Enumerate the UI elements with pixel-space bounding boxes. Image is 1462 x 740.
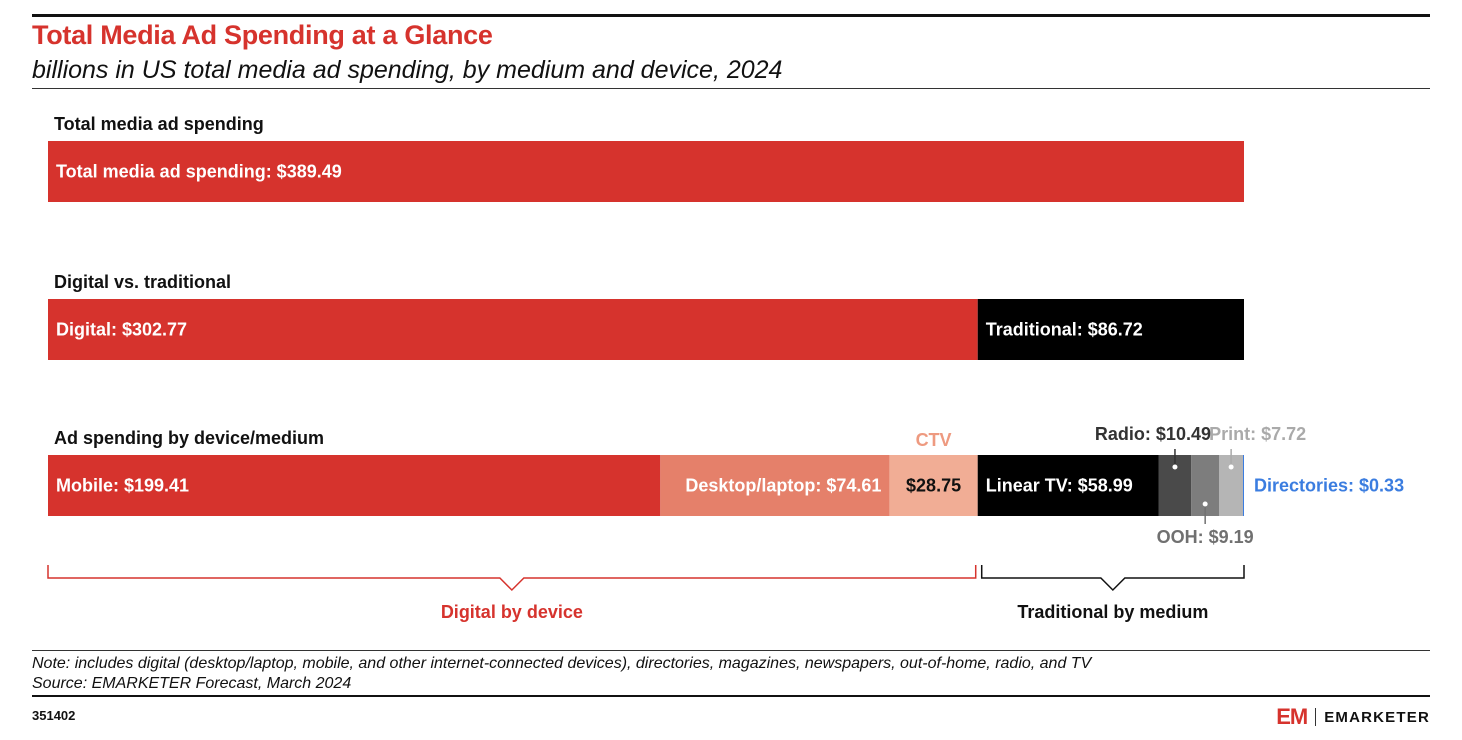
bottom-rule (32, 695, 1430, 697)
segment-label: Linear TV: $58.99 (986, 475, 1133, 495)
bar-segment-directories (1242, 455, 1244, 516)
bracket-label: Digital by device (441, 602, 583, 622)
emarketer-logo: EM EMARKETER (1276, 704, 1430, 730)
stacked-bar-chart: Total media ad spending Digital vs. tradi… (47, 114, 1404, 622)
row-label: Digital vs. traditional (54, 272, 231, 292)
subtitle-rule (32, 88, 1430, 89)
bracket-digital (47, 565, 977, 592)
callout-directories: Directories: $0.33 (1254, 475, 1404, 495)
bar-segment-traditional (977, 299, 1244, 360)
bracket-traditional (980, 565, 1245, 592)
callout-dot (1172, 464, 1178, 470)
row-label: Total media ad spending (54, 114, 264, 134)
callout-ctv: CTV (916, 430, 952, 450)
segment-label: Traditional: $86.72 (986, 319, 1143, 339)
segment-label: $28.75 (906, 475, 961, 495)
callout-dot (1202, 501, 1208, 507)
row-label: Ad spending by device/medium (54, 428, 324, 448)
callout-print: Print: $7.72 (1209, 424, 1306, 444)
segment-label: Total media ad spending: $389.49 (56, 161, 342, 181)
note-rule (32, 650, 1430, 651)
chart-id: 351402 (32, 708, 76, 723)
bar-segment-ctv (889, 455, 978, 516)
footnote: Note: includes digital (desktop/laptop, … (32, 654, 1091, 694)
bar-segment-total-media-ad-spending (48, 141, 1244, 202)
note-text: Note: includes digital (desktop/laptop, … (32, 655, 1092, 672)
callout-ooh: OOH: $9.19 (1157, 527, 1254, 547)
logo-text: EMARKETER (1324, 708, 1430, 726)
callout-dot (1228, 464, 1234, 470)
bar-segment-desktop-laptop (660, 455, 890, 516)
bar-segment-linear-tv (977, 455, 1159, 516)
chart-subtitle: billions in US total media ad spending, … (32, 56, 783, 84)
bar-segment-mobile (48, 455, 661, 516)
logo-divider (1315, 708, 1317, 726)
chart-title: Total Media Ad Spending at a Glance (32, 20, 493, 50)
bracket-label: Traditional by medium (1017, 602, 1208, 622)
callout-radio: Radio: $10.49 (1095, 424, 1211, 444)
bar-segment-print (1219, 455, 1243, 516)
top-rule (32, 14, 1430, 17)
source-text: Source: EMARKETER Forecast, March 2024 (32, 675, 352, 692)
segment-label: Mobile: $199.41 (56, 475, 189, 495)
segment-label: Digital: $302.77 (56, 319, 187, 339)
bar-segment-digital (48, 299, 978, 360)
logo-mark: EM (1276, 704, 1308, 729)
segment-label: Desktop/laptop: $74.61 (685, 475, 881, 495)
